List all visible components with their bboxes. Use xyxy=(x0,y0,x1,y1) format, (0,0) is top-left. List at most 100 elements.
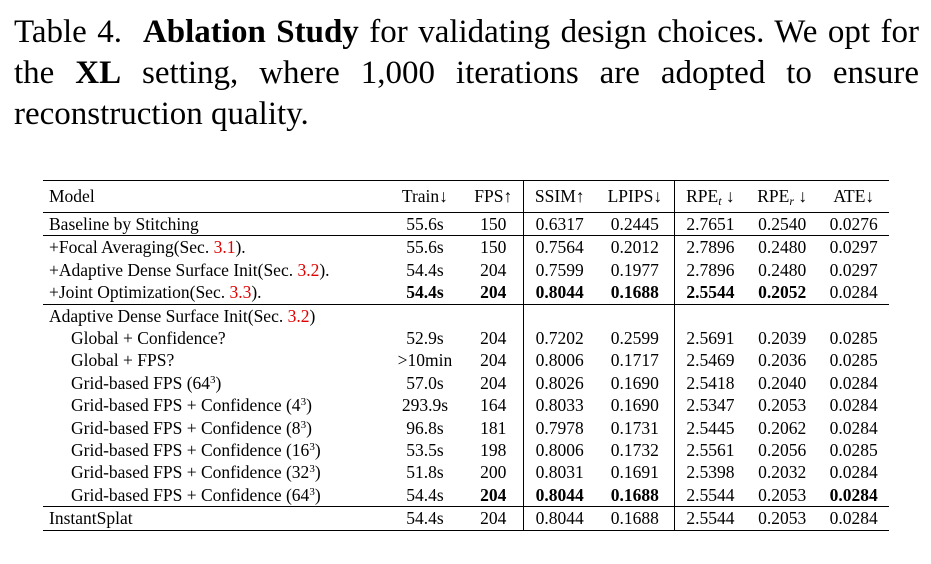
section-heading-close: ) xyxy=(309,305,316,326)
header-rpe-t: RPEt ↓ xyxy=(673,180,746,213)
cell-rpe-r: 0.2036 xyxy=(758,350,807,371)
cell-rpe-r: 0.2540 xyxy=(745,211,819,236)
cell-train: 54.4s xyxy=(406,259,444,280)
cell-rpe-r: 0.2480 xyxy=(745,235,819,259)
cell-model-sup: 3 xyxy=(309,485,315,498)
cell-rpe-t: 2.5561 xyxy=(673,439,746,462)
cell-model: Grid-based FPS + Confidence (83) xyxy=(43,417,386,439)
cell-fps: 150 xyxy=(463,235,524,259)
cell-model: Baseline by Stitching xyxy=(43,211,386,236)
caption-setting: XL xyxy=(75,55,122,91)
cell-lpips: 0.1688 xyxy=(610,484,659,505)
cell-rpe-r: 0.2062 xyxy=(758,417,807,438)
cell-model-text: Grid-based FPS + Confidence (16 xyxy=(71,440,310,461)
caption-text-2: setting, where 1,000 iterations are adop… xyxy=(14,55,919,132)
header-train: Train↓ xyxy=(385,180,464,213)
cell-lpips: 0.1688 xyxy=(610,282,659,303)
header-rpe-t-arrow: ↓ xyxy=(721,186,735,207)
table-row-global-conf: Global + Confidence? 52.9s 204 0.7202 0.… xyxy=(43,327,889,350)
cell-train: 52.9s xyxy=(406,328,444,349)
table-row-focal: +Focal Averaging(Sec. 3.1). 55.6s 150 0.… xyxy=(43,235,889,259)
header-rpe-r-arrow: ↓ xyxy=(794,186,808,207)
cell-rpe-r: 0.2052 xyxy=(758,282,807,303)
cell-rpe-t: 2.7651 xyxy=(673,211,746,236)
cell-model: InstantSplat xyxy=(43,506,386,531)
cell-rpe-r: 0.2040 xyxy=(758,372,807,393)
cell-train: >10min xyxy=(397,350,453,371)
cell-train: 293.9s xyxy=(401,395,448,416)
cell-model: Grid-based FPS + Confidence (323) xyxy=(43,461,386,483)
cell-rpe-r: 0.2480 xyxy=(758,259,807,280)
cell-model-sup: 3 xyxy=(300,396,307,409)
cell-fps: 204 xyxy=(480,328,507,349)
cell-model-text: Grid-based FPS + Confidence (64 xyxy=(71,484,310,505)
cell-rpe-r: 0.2053 xyxy=(745,506,819,531)
table-row-grid-conf-8: Grid-based FPS + Confidence (83) 96.8s 1… xyxy=(43,416,889,440)
cell-ate: 0.0297 xyxy=(829,259,878,280)
table-row-grid-conf-32: Grid-based FPS + Confidence (323) 51.8s … xyxy=(43,461,889,484)
cell-lpips: 0.1691 xyxy=(610,462,659,483)
cell-model-close: ) xyxy=(314,440,321,461)
cell-lpips: 0.1717 xyxy=(610,350,659,371)
table-row-instantsplat: InstantSplat 54.4s 204 0.8044 0.1688 2.5… xyxy=(43,506,889,531)
cell-ssim: 0.8026 xyxy=(522,371,596,395)
section-ref-link[interactable]: 3.3 xyxy=(229,282,252,303)
cell-lpips: 0.2445 xyxy=(595,211,675,236)
cell-model-sup: 3 xyxy=(309,463,315,476)
cell-ssim: 0.8033 xyxy=(522,394,596,417)
cell-train: 54.4s xyxy=(406,282,444,303)
cell-model-close: ) xyxy=(306,395,312,416)
cell-train: 54.4s xyxy=(406,484,444,505)
cell-rpe-t: 2.5544 xyxy=(673,281,746,305)
table-row-grid-conf-4: Grid-based FPS + Confidence (43) 293.9s … xyxy=(43,394,889,417)
cell-ssim: 0.7599 xyxy=(522,258,596,282)
cell-ssim: 0.8006 xyxy=(522,439,596,462)
cell-model-close: ). xyxy=(235,237,246,258)
cell-rpe-t: 2.5418 xyxy=(673,371,746,395)
cell-ate: 0.0285 xyxy=(829,350,878,371)
cell-ssim: 0.6317 xyxy=(522,211,596,236)
cell-fps: 150 xyxy=(463,211,524,236)
cell-lpips: 0.1731 xyxy=(610,417,659,438)
section-ref-link[interactable]: 3.1 xyxy=(213,237,236,258)
cell-lpips: 0.1690 xyxy=(610,395,659,416)
cell-ate: 0.0284 xyxy=(829,282,878,303)
cell-model: Grid-based FPS (643) xyxy=(43,372,386,394)
section-ref-link[interactable]: 3.2 xyxy=(297,259,320,280)
cell-lpips: 0.1688 xyxy=(595,506,675,531)
cell-rpe-t: 2.5398 xyxy=(673,461,746,484)
cell-ate: 0.0285 xyxy=(829,440,878,461)
cell-fps: 204 xyxy=(480,259,507,280)
cell-model-sup: 3 xyxy=(210,373,216,386)
cell-rpe-r: 0.2053 xyxy=(758,395,807,416)
cell-train: 54.4s xyxy=(385,506,464,531)
table-row-grid-conf-16: Grid-based FPS + Confidence (163) 53.5s … xyxy=(43,439,889,462)
section-heading-text: Adaptive Dense Surface Init(Sec. xyxy=(49,305,288,326)
table-row-global-fps: Global + FPS? >10min 204 0.8006 0.1717 2… xyxy=(43,349,889,372)
section-ref-link[interactable]: 3.2 xyxy=(287,305,310,326)
cell-model-sup: 3 xyxy=(309,441,315,454)
cell-model-text: +Focal Averaging(Sec. xyxy=(49,237,214,258)
cell-rpe-t: 2.5469 xyxy=(673,349,746,372)
cell-train: 55.6s xyxy=(385,211,464,236)
cell-lpips: 0.1690 xyxy=(610,372,659,393)
cell-rpe-t: 2.5445 xyxy=(673,416,746,440)
cell-model-text: +Adaptive Dense Surface Init(Sec. xyxy=(49,259,298,280)
table-row-grid-conf-64: Grid-based FPS + Confidence (643) 54.4s … xyxy=(43,483,889,507)
header-ssim: SSIM↑ xyxy=(522,180,596,213)
section-heading-label: Adaptive Dense Surface Init(Sec. 3.2) xyxy=(43,303,386,328)
cell-ssim: 0.8044 xyxy=(522,506,596,531)
cell-model-close: ). xyxy=(319,259,330,280)
table-header-row: Model Train↓ FPS↑ SSIM↑ LPIPS↓ RPEt ↓ RP… xyxy=(43,180,889,213)
cell-rpe-r: 0.2039 xyxy=(758,328,807,349)
cell-lpips: 0.2599 xyxy=(610,328,659,349)
cell-ssim: 0.8044 xyxy=(522,483,596,507)
cell-fps: 200 xyxy=(480,462,507,483)
cell-fps: 204 xyxy=(480,372,507,393)
cell-fps: 204 xyxy=(480,350,507,371)
cell-ate: 0.0284 xyxy=(818,506,889,531)
cell-ssim: 0.7202 xyxy=(522,327,596,350)
header-rpe-r-base: RPE xyxy=(757,186,790,207)
cell-fps: 164 xyxy=(480,395,507,416)
cell-rpe-r: 0.2053 xyxy=(758,484,807,505)
